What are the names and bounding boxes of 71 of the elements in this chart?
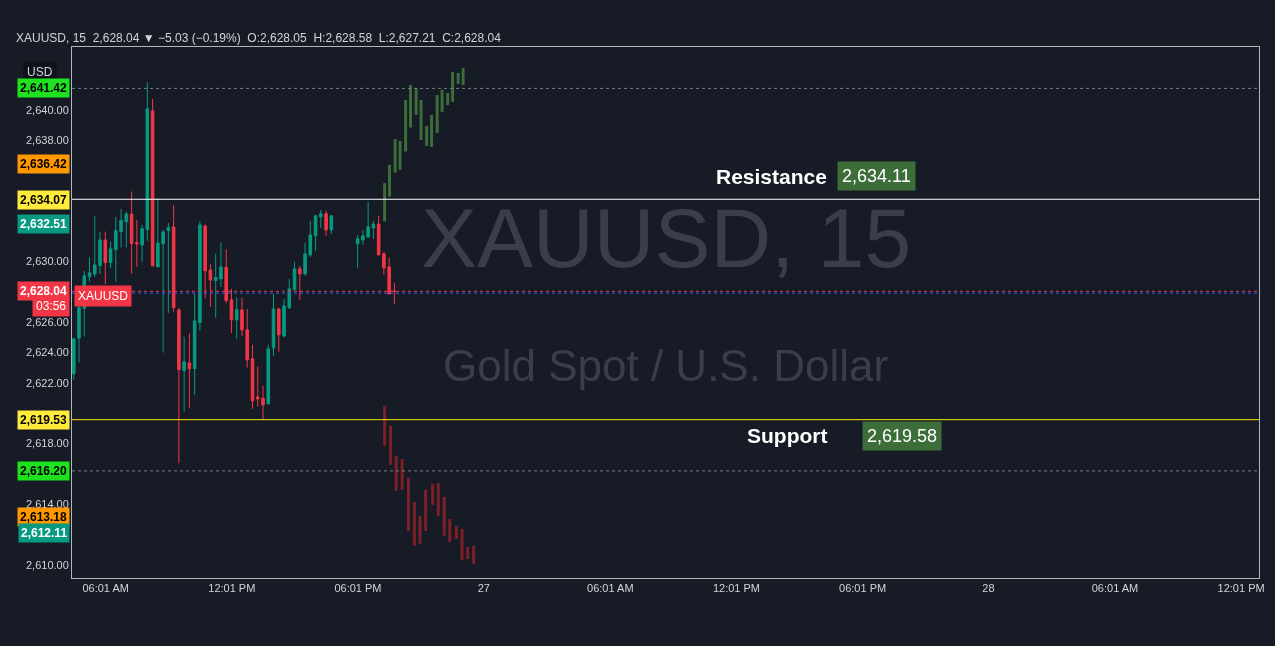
y2-tick-label: 2,634.07 <box>20 193 68 207</box>
y2-tick-label: 2,632.51 <box>20 217 68 231</box>
y-tick-label: 2,640.00 <box>25 103 69 116</box>
candlestick <box>276 307 281 353</box>
bar <box>412 501 416 546</box>
bar <box>435 94 439 133</box>
candlestick <box>150 98 155 267</box>
annotation: 2,634.11 <box>842 166 911 186</box>
candlestick <box>271 293 276 357</box>
annotation: XAUUSD <box>78 289 129 303</box>
candlestick <box>182 336 186 413</box>
x-tick-label: 06:01 AM <box>82 582 129 595</box>
text: 03:56 <box>36 299 67 313</box>
bar <box>406 477 410 531</box>
candlestick <box>108 241 113 269</box>
x-tick-label: 06:01 PM <box>334 582 382 595</box>
y2-tick-label: 2,612.11 <box>21 526 68 540</box>
text: XAUUSD, 15 2,628.04 ▼ −5.03 (−0.19%) O:2,628.05 H:2,628.58 L:2,627.21 C:2,628.04 <box>16 31 502 45</box>
bar <box>442 496 446 536</box>
x-tick-label: 27 <box>477 582 490 595</box>
annotation: 2,619.58 <box>867 426 938 446</box>
x-tick-label: 06:01 PM <box>839 582 887 595</box>
y-tick-label: 2,618.00 <box>25 437 69 450</box>
x-tick-label: 06:01 AM <box>1091 582 1139 595</box>
bar <box>414 87 418 115</box>
x-tick-label: 12:01 PM <box>712 582 761 595</box>
bar <box>424 489 428 531</box>
bar <box>400 458 404 490</box>
x-tick-label: 12:01 PM <box>1217 582 1265 595</box>
y-tick-label: 2,622.00 <box>25 376 69 389</box>
y2-tick-label: 2,613.18 <box>20 510 68 524</box>
bar <box>466 546 470 559</box>
bar <box>430 114 434 147</box>
candlestick <box>166 222 171 314</box>
bar <box>394 455 398 491</box>
bar <box>454 525 458 539</box>
candlestick <box>187 333 192 409</box>
candlestick <box>234 297 239 340</box>
y2-tick-label: 2,619.53 <box>20 413 68 427</box>
candlestick <box>103 231 108 285</box>
bar <box>436 482 440 516</box>
bar <box>460 528 464 560</box>
y-tick-label: 2,624.00 <box>25 346 69 359</box>
bar <box>389 425 393 465</box>
ref-line-label: Resistance <box>716 165 827 188</box>
y2-tick-label: 2,641.42 <box>20 81 68 95</box>
bar <box>431 483 435 505</box>
ref-line-label: Support <box>747 424 828 447</box>
bar <box>472 545 476 564</box>
bar <box>425 125 429 146</box>
candlestick <box>250 344 255 410</box>
y2-tick-label: 2,616.20 <box>20 464 68 478</box>
candlestick <box>329 215 334 235</box>
candlestick <box>266 344 271 405</box>
y2-tick-label: 2,636.42 <box>20 157 68 171</box>
candlestick <box>87 257 92 283</box>
x-tick-label: 12:01 PM <box>208 582 256 595</box>
y-tick-label: 2,610.00 <box>25 558 69 571</box>
y-tick-label: 2,638.00 <box>25 134 69 147</box>
bar <box>448 518 452 542</box>
y2-tick-label: 2,628.04 <box>20 284 68 298</box>
candlestick <box>324 210 328 237</box>
text: USD <box>27 65 53 79</box>
y-tick-label: 2,630.00 <box>25 255 69 268</box>
bar <box>419 99 423 140</box>
bar <box>409 84 413 128</box>
y-tick-label: 2,626.00 <box>25 316 69 329</box>
bar <box>383 405 387 446</box>
x-tick-label: 28 <box>982 582 995 595</box>
candlestick <box>177 307 181 464</box>
x-tick-label: 06:01 AM <box>587 582 634 595</box>
